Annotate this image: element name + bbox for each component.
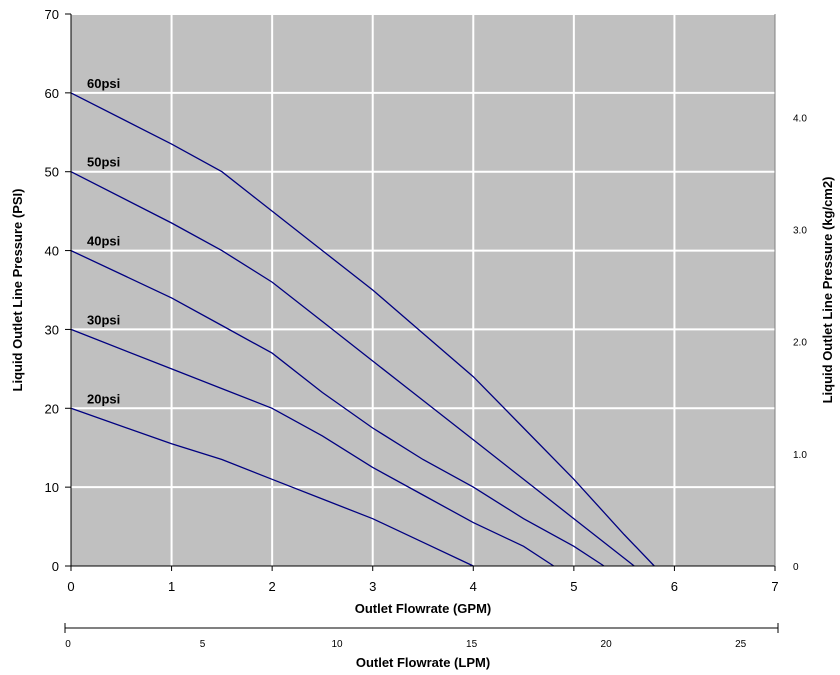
series-label-40psi: 40psi: [87, 234, 120, 249]
series-label-50psi: 50psi: [87, 155, 120, 170]
series-line-20psi: [70, 407, 474, 567]
y2-tick-label: 2.0: [793, 338, 807, 349]
x-tick-label: 7: [771, 579, 778, 594]
x-tick-label: 6: [671, 579, 678, 594]
y-tick-label: 30: [45, 322, 59, 337]
series-line-40psi: [70, 250, 605, 567]
series-label-60psi: 60psi: [87, 76, 120, 91]
x2-tick-label: 0: [65, 639, 71, 650]
x2-tick-label: 10: [331, 639, 343, 650]
y2-tick-label: 4.0: [793, 113, 807, 124]
x-axis-title: Outlet Flowrate (GPM): [355, 601, 492, 616]
series-label-30psi: 30psi: [87, 312, 120, 327]
x2-tick-label: 5: [200, 639, 206, 650]
series-line-50psi: [70, 171, 635, 567]
x2-tick-label: 25: [735, 639, 747, 650]
y-tick-label: 60: [45, 86, 59, 101]
series-group: 60psi 50psi 40psi 30psi 20psi: [70, 76, 655, 567]
x2-tick-label: 20: [601, 639, 613, 650]
y2-axis-title: Liquid Outlet Line Pressure (kg/cm2): [820, 177, 835, 404]
series-label-20psi: 20psi: [87, 391, 120, 406]
y2-tick-label: 3.0: [793, 226, 807, 237]
axes: [64, 14, 779, 633]
y-tick-label: 40: [45, 244, 59, 259]
grid: [71, 13, 775, 566]
x-tick-label: 1: [168, 579, 175, 594]
x2-axis-title: Outlet Flowrate (LPM): [356, 655, 490, 670]
x-tick-label: 3: [369, 579, 376, 594]
series-line-60psi: [70, 92, 655, 567]
y-axis-title: Liquid Outlet Line Pressure (PSI): [10, 189, 25, 392]
plot-background: [71, 14, 775, 566]
y-tick-label: 50: [45, 165, 59, 180]
x-tick-label: 2: [269, 579, 276, 594]
y-tick-label: 0: [52, 559, 59, 574]
y2-tick-label: 1.0: [793, 450, 807, 461]
y-tick-label: 10: [45, 480, 59, 495]
y-tick-label: 70: [45, 7, 59, 22]
series-line-30psi: [70, 328, 555, 567]
x-tick-label: 4: [470, 579, 477, 594]
y-tick-label: 20: [45, 401, 59, 416]
x2-tick-label: 15: [466, 639, 478, 650]
x-tick-label: 0: [67, 579, 74, 594]
x-tick-label: 5: [570, 579, 577, 594]
y2-tick-label: 0: [793, 562, 799, 573]
